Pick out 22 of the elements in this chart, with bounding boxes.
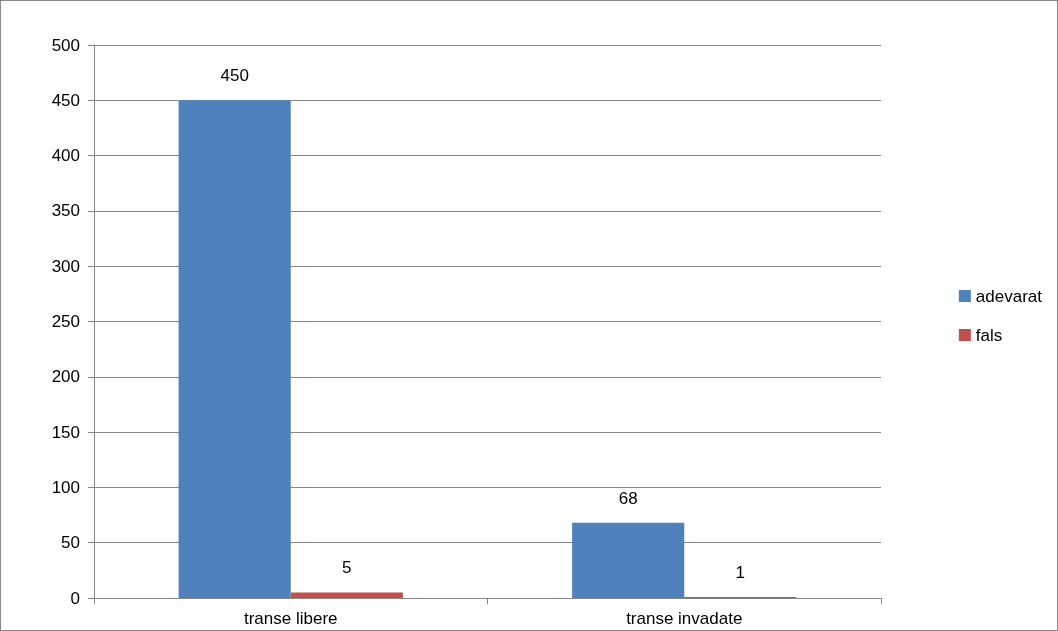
y-tick-label: 150 [51,422,80,442]
data-label: 5 [342,558,352,578]
x-tick-label: transe invadate [626,609,743,628]
y-tick-label: 50 [61,533,80,553]
y-tick-label: 500 [51,35,80,55]
data-label: 450 [220,66,249,86]
y-tick-label: 350 [51,201,80,221]
bar [290,592,403,598]
y-tick-label: 400 [51,146,80,166]
legend-label: fals [975,325,1003,345]
x-tick-label: transe libere [243,609,338,628]
y-tick-label: 450 [51,90,80,110]
bar [178,100,291,598]
data-label: 68 [618,488,638,508]
data-label: 1 [735,562,746,582]
bar [572,522,685,598]
legend-label: adevarat [975,286,1043,306]
y-tick-label: 0 [70,588,80,608]
y-tick-label: 100 [51,477,80,497]
y-tick-label: 250 [51,312,80,331]
y-tick-label: 200 [51,367,80,387]
y-tick-label: 300 [51,256,80,276]
